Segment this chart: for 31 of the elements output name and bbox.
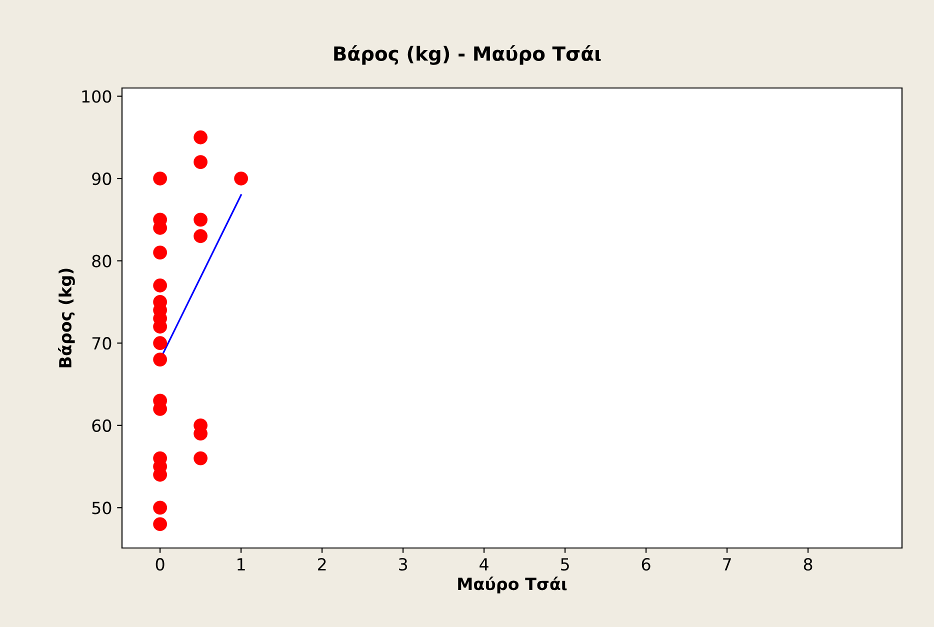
point bbox=[153, 246, 168, 260]
y-tick-label: 100 bbox=[82, 90, 112, 103]
y-tick-label: 60 bbox=[92, 419, 112, 432]
point bbox=[234, 172, 248, 186]
point bbox=[153, 500, 168, 515]
point bbox=[194, 155, 208, 170]
point bbox=[194, 451, 208, 466]
x-tick-label: 5 bbox=[561, 558, 569, 571]
point bbox=[153, 352, 168, 366]
point bbox=[153, 278, 168, 292]
x-tick-label: 6 bbox=[642, 558, 650, 571]
x-tick-label: 4 bbox=[480, 558, 488, 570]
x-tick-label: 8 bbox=[804, 558, 812, 571]
chart-title: Βάρος (kg) - Μαύρο Τσάι bbox=[334, 45, 601, 65]
point bbox=[153, 517, 168, 532]
y-axis-title: Βάρος (kg) bbox=[58, 268, 75, 368]
y-tick-label: 80 bbox=[92, 254, 112, 268]
point bbox=[194, 212, 208, 227]
y-tick-label: 50 bbox=[92, 502, 112, 514]
point bbox=[194, 130, 208, 144]
point bbox=[194, 229, 208, 244]
x-axis-title: Μαύρο Τσάι bbox=[458, 576, 567, 594]
x-tick-label: 0 bbox=[156, 558, 164, 571]
x-tick-label: 3 bbox=[399, 558, 408, 571]
point bbox=[153, 172, 168, 186]
x-tick-label: 1 bbox=[238, 558, 245, 570]
x-tick-label: 7 bbox=[723, 558, 731, 570]
point bbox=[153, 336, 168, 350]
x-tick-label: 2 bbox=[318, 558, 326, 570]
y-tick-label: 90 bbox=[92, 172, 112, 186]
y-tick-label: 70 bbox=[92, 337, 112, 350]
